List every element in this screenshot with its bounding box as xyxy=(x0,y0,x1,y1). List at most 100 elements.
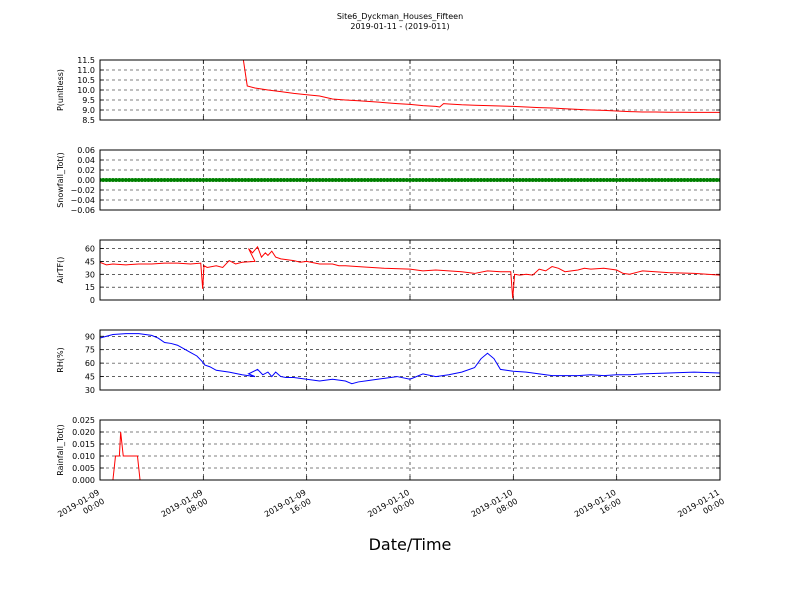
data-point xyxy=(181,178,186,182)
data-point xyxy=(688,178,693,182)
data-point xyxy=(356,178,361,182)
data-point xyxy=(101,178,106,182)
data-point xyxy=(185,178,190,182)
data-point xyxy=(491,178,496,182)
data-point xyxy=(327,178,332,182)
y-tick-label: 45 xyxy=(85,257,95,266)
series-line xyxy=(242,60,720,113)
data-point xyxy=(201,178,206,182)
y-tick-label: 60 xyxy=(85,245,95,254)
data-point xyxy=(420,178,425,182)
data-point xyxy=(508,178,513,182)
data-point xyxy=(139,178,144,182)
data-point xyxy=(588,178,593,182)
data-point xyxy=(107,178,112,182)
y-tick-label: 8.5 xyxy=(82,116,95,125)
data-point xyxy=(104,178,109,182)
data-point xyxy=(123,178,128,182)
subplot-3: 0 15 30 45 60 AirTF() xyxy=(56,239,721,305)
data-point xyxy=(378,178,383,182)
data-point xyxy=(514,178,519,182)
series-line xyxy=(100,431,720,480)
data-point xyxy=(375,178,380,182)
y-tick-label: 11.0 xyxy=(77,66,95,75)
data-point xyxy=(556,178,561,182)
y-tick-label: 75 xyxy=(85,346,95,355)
data-point xyxy=(521,178,526,182)
series-group xyxy=(100,245,720,299)
data-point xyxy=(643,178,648,182)
y-tick-label: 30 xyxy=(85,386,95,395)
y-tick-label: −0.06 xyxy=(70,206,95,215)
data-point xyxy=(194,178,199,182)
data-point xyxy=(408,178,412,182)
data-point xyxy=(533,178,538,182)
data-point xyxy=(382,178,387,182)
data-point xyxy=(175,178,180,182)
data-point xyxy=(575,178,580,182)
data-point xyxy=(330,178,335,182)
y-tick-label: 10.0 xyxy=(77,86,95,95)
data-point xyxy=(282,178,287,182)
plot-frame xyxy=(99,59,721,121)
plot-frame xyxy=(99,419,721,481)
data-point xyxy=(414,178,419,182)
data-point xyxy=(165,178,170,182)
data-point xyxy=(172,178,177,182)
series-group xyxy=(242,60,720,113)
data-point xyxy=(479,178,484,182)
data-point xyxy=(637,178,642,182)
series-group xyxy=(100,178,720,182)
data-point xyxy=(272,178,277,182)
data-point xyxy=(207,178,212,182)
data-point xyxy=(217,178,222,182)
data-point xyxy=(240,178,245,182)
y-tick-label: 0.005 xyxy=(72,464,95,473)
data-point xyxy=(214,178,219,182)
data-point xyxy=(301,178,306,182)
data-point xyxy=(676,178,681,182)
data-point xyxy=(634,178,639,182)
data-point xyxy=(475,178,480,182)
data-point xyxy=(524,178,529,182)
data-point xyxy=(169,178,174,182)
data-point xyxy=(530,178,535,182)
data-point xyxy=(579,178,584,182)
data-point xyxy=(291,178,296,182)
data-point xyxy=(424,178,429,182)
y-tick-label: 90 xyxy=(85,332,95,341)
data-point xyxy=(472,178,477,182)
data-point xyxy=(608,178,613,182)
data-point xyxy=(446,178,451,182)
data-point xyxy=(459,178,464,182)
data-point xyxy=(462,178,467,182)
data-point xyxy=(495,178,500,182)
y-tick-label: 0.06 xyxy=(77,146,95,155)
y-axis-label: RH(%) xyxy=(56,347,65,372)
data-point xyxy=(336,178,341,182)
data-point xyxy=(349,178,354,182)
y-tick-label: 11.5 xyxy=(77,56,95,65)
data-point xyxy=(366,178,371,182)
data-point xyxy=(314,178,319,182)
data-point xyxy=(191,178,196,182)
data-point xyxy=(550,178,555,182)
data-point xyxy=(246,178,251,182)
data-point xyxy=(566,178,571,182)
data-point xyxy=(159,178,164,182)
data-point xyxy=(669,178,674,182)
data-point xyxy=(346,178,351,182)
data-point xyxy=(627,178,632,182)
data-point xyxy=(162,178,167,182)
data-point xyxy=(369,178,374,182)
data-point xyxy=(666,178,671,182)
data-point xyxy=(130,178,135,182)
data-point xyxy=(324,178,329,182)
data-point xyxy=(417,178,422,182)
subplots: 8.59.09.510.010.511.011.5 P(unitless) −0.0… xyxy=(56,56,721,485)
y-tick-label: 0.02 xyxy=(77,166,95,175)
y-tick-label: 0.020 xyxy=(72,428,95,437)
data-point xyxy=(136,178,141,182)
data-point xyxy=(653,178,658,182)
data-point xyxy=(630,178,635,182)
